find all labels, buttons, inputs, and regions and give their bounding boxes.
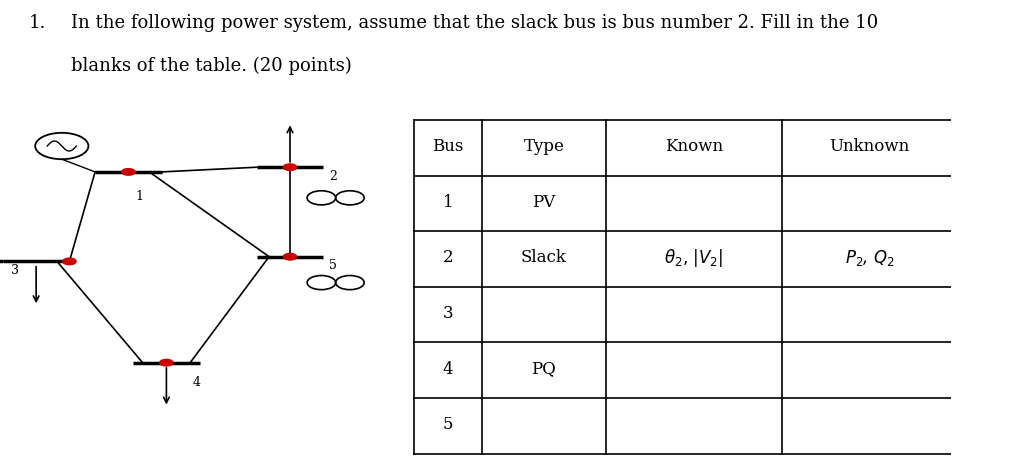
- Circle shape: [284, 253, 297, 260]
- Circle shape: [122, 169, 135, 175]
- Text: 5: 5: [442, 416, 453, 433]
- Text: 1.: 1.: [29, 14, 46, 32]
- Text: PQ: PQ: [531, 361, 556, 378]
- Circle shape: [160, 359, 173, 366]
- Text: Bus: Bus: [432, 138, 464, 155]
- Text: blanks of the table. (20 points): blanks of the table. (20 points): [72, 57, 352, 75]
- Text: 5: 5: [329, 259, 337, 272]
- Text: 3: 3: [442, 305, 454, 322]
- Text: Unknown: Unknown: [829, 138, 909, 155]
- Text: PV: PV: [532, 194, 555, 211]
- Text: 2: 2: [329, 170, 337, 183]
- Text: 1: 1: [442, 194, 454, 211]
- Text: 3: 3: [11, 264, 19, 277]
- Text: 1: 1: [136, 190, 143, 203]
- Circle shape: [62, 258, 76, 265]
- Text: Slack: Slack: [521, 250, 567, 267]
- Text: Type: Type: [523, 138, 564, 155]
- Text: 4: 4: [193, 376, 201, 389]
- Text: 4: 4: [442, 361, 454, 378]
- Text: $P_2$, $Q_2$: $P_2$, $Q_2$: [845, 248, 894, 268]
- Circle shape: [284, 164, 297, 171]
- Text: Known: Known: [665, 138, 723, 155]
- Text: 2: 2: [442, 250, 454, 267]
- Text: In the following power system, assume that the slack bus is bus number 2. Fill i: In the following power system, assume th…: [72, 14, 879, 32]
- Text: $\theta_2$, $|V_2|$: $\theta_2$, $|V_2|$: [665, 247, 723, 269]
